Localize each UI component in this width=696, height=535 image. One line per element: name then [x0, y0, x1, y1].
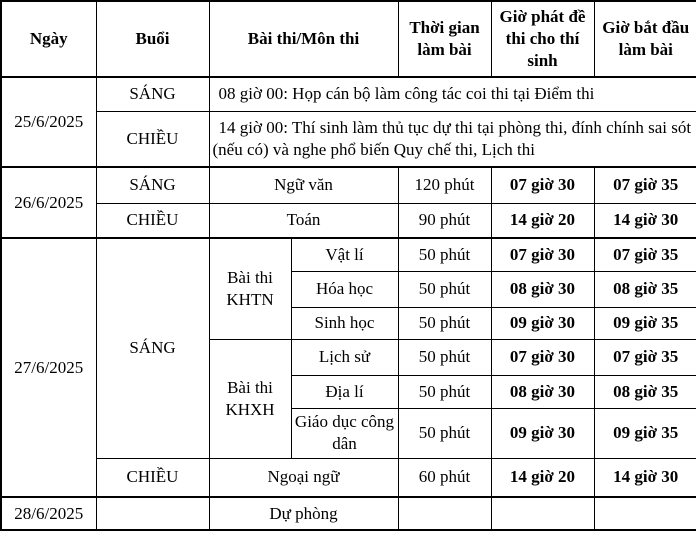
cell-session: CHIỀU: [95, 202, 210, 239]
cell-handout-time: 08 giờ 30: [490, 374, 595, 409]
cell-start-time: 14 giờ 30: [593, 457, 696, 498]
cell-handout-time: 09 giờ 30: [490, 407, 595, 459]
header-start-time: Giờ bắt đầu làm bài: [593, 0, 696, 78]
empty-cell: [490, 496, 595, 531]
cell-start-time: 08 giờ 35: [593, 270, 696, 308]
cell-session: SÁNG: [95, 166, 210, 204]
header-date: Ngày: [0, 0, 97, 78]
cell-date: 27/6/2025: [0, 237, 97, 498]
row-day3-khxh-1: Bài thi KHXH Lịch sử 50 phút 07 giờ 30 0…: [1, 338, 696, 459]
empty-cell: [397, 496, 492, 531]
cell-duration: 50 phút: [397, 237, 492, 272]
cell-session: SÁNG: [95, 76, 210, 112]
cell-handout-time: 08 giờ 30: [490, 270, 595, 308]
cell-handout-time: 07 giờ 30: [490, 338, 595, 376]
cell-start-time: 08 giờ 35: [593, 374, 696, 409]
row-day1-morning: 25/6/2025 SÁNG 08 giờ 00: Họp cán bộ làm…: [0, 76, 696, 168]
cell-note: 14 giờ 00: Thí sinh làm thủ tục dự thi t…: [208, 110, 696, 168]
cell-start-time: 09 giờ 35: [593, 306, 696, 340]
cell-date: 28/6/2025: [0, 496, 97, 531]
row-day3-khtn-2: Hóa học 50 phút 08 giờ 30 08 giờ 35: [1, 270, 696, 308]
cell-subject: Ngoại ngữ: [208, 457, 399, 498]
cell-date: 26/6/2025: [0, 166, 97, 239]
row-day3-afternoon: CHIỀU Ngoại ngữ 60 phút 14 giờ 20 14 giờ…: [1, 457, 696, 498]
header-handout-time: Giờ phát đề thi cho thí sinh: [490, 0, 595, 78]
cell-subject: Dự phòng: [208, 496, 399, 531]
header-duration: Thời gian làm bài: [397, 0, 492, 78]
cell-duration: 120 phút: [397, 166, 492, 204]
cell-handout-time: 14 giờ 20: [490, 457, 595, 498]
cell-subject: Hóa học: [290, 270, 399, 308]
cell-start-time: 14 giờ 30: [593, 202, 696, 239]
cell-start-time: 07 giờ 35: [593, 237, 696, 272]
row-day2-morning: 26/6/2025 SÁNG Ngữ văn 120 phút 07 giờ 3…: [0, 166, 696, 239]
cell-subject: Địa lí: [290, 374, 399, 409]
cell-handout-time: 09 giờ 30: [490, 306, 595, 340]
cell-duration: 50 phút: [397, 306, 492, 340]
row-day2-afternoon: CHIỀU Toán 90 phút 14 giờ 20 14 giờ 30: [1, 202, 696, 239]
cell-exam-group-khtn: Bài thi KHTN: [208, 237, 292, 340]
cell-subject: Sinh học: [290, 306, 399, 340]
cell-duration: 50 phút: [397, 374, 492, 409]
empty-cell: [95, 496, 210, 531]
cell-duration: 50 phút: [397, 270, 492, 308]
cell-subject: Vật lí: [290, 237, 399, 272]
header-session: Buổi: [95, 0, 210, 78]
cell-session: CHIỀU: [95, 457, 210, 498]
cell-date: 25/6/2025: [0, 76, 97, 168]
cell-subject: Ngữ văn: [208, 166, 399, 204]
cell-handout-time: 14 giờ 20: [490, 202, 595, 239]
cell-start-time: 09 giờ 35: [593, 407, 696, 459]
cell-handout-time: 07 giờ 30: [490, 237, 595, 272]
cell-note: 08 giờ 00: Họp cán bộ làm công tác coi t…: [208, 76, 696, 112]
cell-session: SÁNG: [95, 237, 210, 459]
header-exam-subject: Bài thi/Môn thi: [208, 0, 399, 78]
row-day4: 28/6/2025 Dự phòng: [0, 496, 696, 531]
cell-duration: 60 phút: [397, 457, 492, 498]
cell-duration: 50 phút: [397, 338, 492, 376]
row-day3-khtn-1: 27/6/2025 SÁNG Bài thi KHTN Vật lí 50 ph…: [0, 237, 696, 498]
cell-start-time: 07 giờ 35: [593, 338, 696, 376]
cell-exam-group-khxh: Bài thi KHXH: [208, 338, 292, 459]
cell-subject: Lịch sử: [290, 338, 399, 376]
cell-subject: Giáo dục công dân: [290, 407, 399, 459]
cell-session: CHIỀU: [95, 110, 210, 168]
empty-cell: [593, 496, 696, 531]
cell-handout-time: 07 giờ 30: [490, 166, 595, 204]
cell-duration: 50 phút: [397, 407, 492, 459]
cell-subject: Toán: [208, 202, 399, 239]
row-day3-khxh-2: Địa lí 50 phút 08 giờ 30 08 giờ 35: [1, 374, 696, 409]
cell-duration: 90 phút: [397, 202, 492, 239]
row-day1-afternoon: CHIỀU 14 giờ 00: Thí sinh làm thủ tục dự…: [1, 110, 696, 168]
cell-start-time: 07 giờ 35: [593, 166, 696, 204]
header-row: Ngày Buổi Bài thi/Môn thi Thời gian làm …: [0, 0, 696, 78]
